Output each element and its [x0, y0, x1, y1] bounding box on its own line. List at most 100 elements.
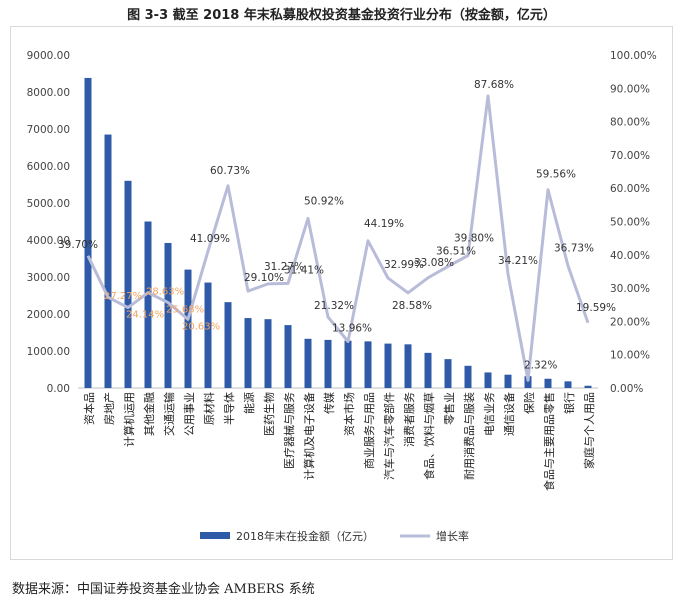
growth-data-label: 36.51% — [436, 245, 476, 257]
bar — [184, 269, 192, 388]
category-label: 能源 — [242, 392, 256, 414]
category-label: 耐用消费品与服装 — [462, 392, 476, 480]
bar — [444, 359, 452, 388]
growth-data-label: 31.27% — [264, 261, 304, 273]
growth-data-label: 32.99% — [384, 259, 424, 271]
category-label: 资本品 — [82, 392, 96, 425]
category-label: 传媒 — [323, 392, 336, 414]
legend-label-line: 增长率 — [436, 529, 469, 543]
category-label: 医疗器械与服务 — [282, 392, 296, 469]
y-left-tick-label: 0.00 — [47, 383, 70, 395]
chart-title: 图 3-3 截至 2018 年末私募股权投资基金投资行业分布（按金额，亿元） — [127, 8, 556, 23]
category-label: 商业服务与用品 — [362, 392, 376, 469]
category-label: 银行 — [562, 392, 576, 414]
bar — [224, 302, 232, 388]
category-label: 家庭与个人用品 — [582, 392, 596, 469]
category-label: 食品与主要用品零售 — [542, 392, 556, 491]
bar — [544, 378, 552, 388]
growth-data-label: 13.96% — [332, 323, 372, 335]
growth-data-label: 21.32% — [314, 300, 354, 312]
bar — [384, 343, 392, 388]
category-label: 原材料 — [202, 392, 216, 425]
y-right-tick-label: 20.00% — [610, 316, 650, 328]
growth-data-label: 20.63% — [182, 321, 220, 332]
source-note: 数据来源：中国证券投资基金业协会 AMBERS 系统 — [12, 582, 315, 597]
y-left-tick-label: 1000.00 — [27, 346, 70, 358]
growth-data-label: 50.92% — [304, 195, 344, 207]
bar — [284, 325, 292, 388]
category-label: 房地产 — [102, 392, 116, 425]
growth-data-label: 19.59% — [576, 302, 616, 314]
bar — [244, 318, 252, 388]
growth-data-label: 39.70% — [58, 239, 98, 251]
bar — [564, 381, 572, 388]
category-label: 保险 — [522, 392, 536, 414]
category-label: 其他金融 — [142, 392, 156, 436]
growth-data-label: 41.09% — [190, 233, 230, 245]
y-right-tick-label: 70.00% — [610, 150, 650, 162]
category-label: 电信业务 — [483, 392, 496, 436]
growth-data-label: 60.73% — [210, 165, 250, 177]
growth-data-label: 2.32% — [524, 359, 557, 371]
bar — [464, 365, 472, 388]
y-left-tick-label: 4000.00 — [27, 235, 70, 247]
bar — [364, 341, 372, 388]
bar — [104, 134, 112, 388]
category-label: 计算机运用 — [122, 392, 136, 447]
growth-data-label: 24.14% — [126, 310, 164, 321]
y-left-tick-label: 3000.00 — [27, 272, 70, 284]
category-label: 食品、饮料与烟草 — [422, 392, 436, 480]
bar — [424, 352, 432, 388]
bar — [344, 340, 352, 388]
legend-swatch-bar — [200, 532, 230, 539]
y-right-tick-label: 90.00% — [610, 83, 650, 95]
y-left-tick-label: 2000.00 — [27, 309, 70, 321]
category-label: 通信设备 — [502, 392, 516, 436]
chart-frame — [10, 26, 673, 560]
y-left-tick-label: 5000.00 — [27, 198, 70, 210]
y-right-tick-label: 0.00% — [610, 383, 643, 395]
y-right-tick-label: 80.00% — [610, 117, 650, 129]
growth-data-label: 59.56% — [536, 169, 576, 181]
chart-svg: 0.00 1000.00 2000.00 3000.00 4000.00 5000.00 6… — [27, 50, 657, 543]
bar — [124, 180, 132, 388]
bar — [484, 372, 492, 388]
category-label: 资本市场 — [342, 392, 356, 436]
bar — [204, 282, 212, 388]
growth-data-label: 87.68% — [474, 79, 514, 91]
bar — [264, 319, 272, 388]
bar — [84, 77, 92, 388]
y-right-tick-label: 30.00% — [610, 283, 650, 295]
legend-label-bar: 2018年末在投金额（亿元） — [236, 529, 374, 543]
growth-data-label: 34.21% — [498, 255, 538, 267]
growth-data-label: 28.58% — [392, 300, 432, 312]
growth-line — [86, 94, 590, 382]
y-right-tick-label: 100.00% — [610, 50, 657, 62]
y-right-tick-label: 50.00% — [610, 217, 650, 229]
category-label: 零售业 — [442, 392, 456, 425]
y-left-tick-label: 7000.00 — [27, 124, 70, 136]
y-left-tick-label: 6000.00 — [27, 161, 70, 173]
y-left-tick-label: 8000.00 — [27, 87, 70, 99]
category-label: 半导体 — [222, 392, 236, 425]
category-label: 交通运输 — [162, 392, 176, 436]
growth-data-label: 36.73% — [554, 243, 594, 255]
y-left-tick-label: 9000.00 — [27, 50, 70, 62]
category-label: 汽车与汽车零部件 — [382, 392, 396, 480]
category-label: 计算机及电子设备 — [302, 392, 316, 480]
category-label: 公用事业 — [183, 392, 196, 436]
y-right-tick-label: 40.00% — [610, 250, 650, 262]
y-right-tick-label: 60.00% — [610, 183, 650, 195]
growth-data-label: 33.08% — [414, 257, 454, 269]
bar — [164, 242, 172, 388]
category-label: 消费者服务 — [402, 392, 416, 447]
growth-data-label: 44.19% — [364, 218, 404, 230]
growth-data-label: 28.63% — [146, 287, 184, 298]
bar — [524, 376, 532, 388]
growth-data-label: 39.80% — [454, 232, 494, 244]
bar — [304, 338, 312, 388]
growth-data-label: 25.68% — [166, 304, 204, 315]
y-right-tick-label: 10.00% — [610, 350, 650, 362]
bar — [504, 374, 512, 388]
growth-data-label: 31.41% — [284, 264, 324, 276]
